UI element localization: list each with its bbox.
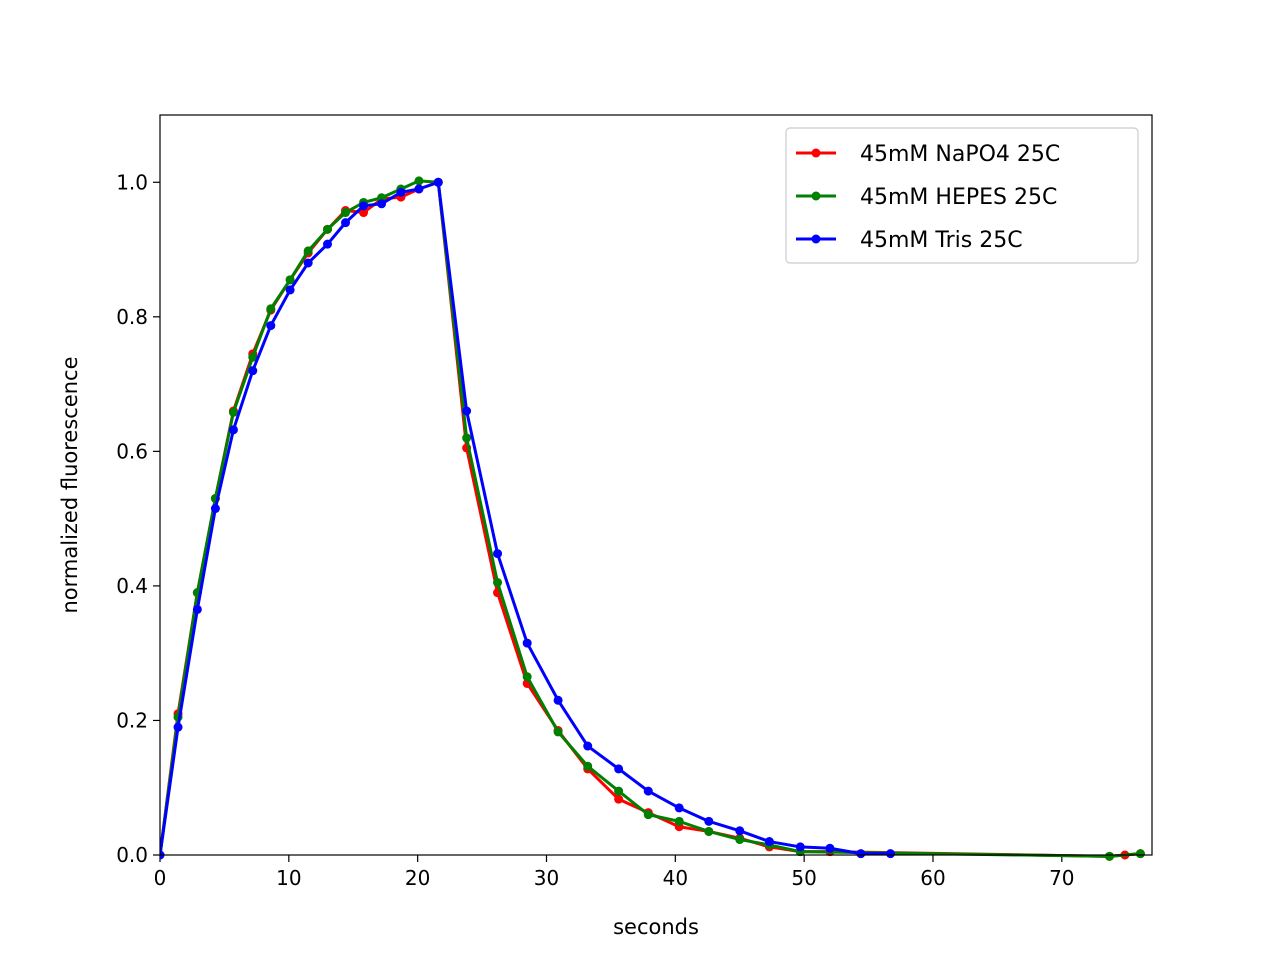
data-point [303,246,313,256]
data-point [462,433,472,443]
data-point [825,843,835,853]
data-point [735,826,745,836]
legend-item: 45mM Tris 25C [796,228,1023,253]
data-point [359,201,369,211]
data-point [764,837,774,847]
data-point [414,176,424,186]
series-3 [160,177,895,860]
y-axis-label: normalized fluorescence [58,356,82,613]
data-point [248,352,258,362]
legend-swatch-marker [811,148,821,158]
data-point [359,208,369,218]
data-point [248,366,258,376]
data-point [885,849,895,859]
y-tick-label: 0.6 [116,439,148,463]
data-point [414,184,424,194]
y-axis: 0.0 0.2 0.4 0.6 0.8 1.0 [116,170,160,867]
data-point [856,849,866,859]
data-point [614,786,624,796]
x-tick-label: 20 [405,866,430,890]
data-point [285,285,295,295]
series-layer [160,176,1145,861]
data-point [674,816,684,826]
data-point [583,761,593,771]
data-point [322,239,332,249]
data-point [614,794,624,804]
data-point [285,275,295,285]
data-point [210,504,220,514]
data-point [377,199,387,209]
data-point [396,187,406,197]
x-tick-label: 70 [1049,866,1074,890]
data-point [795,842,805,852]
x-tick-label: 50 [791,866,816,890]
data-point [614,764,624,774]
data-point [462,406,472,416]
data-point [1135,849,1145,859]
data-point [553,727,563,737]
data-point [173,722,183,732]
data-point [643,786,653,796]
data-point [266,304,276,314]
data-point [1104,851,1114,861]
legend-label: 45mM NaPO4 25C [860,142,1060,167]
y-tick-label: 0.2 [116,708,148,732]
x-tick-label: 60 [920,866,945,890]
legend-label: 45mM HEPES 25C [860,185,1057,210]
data-point [704,826,714,836]
data-point [493,549,503,559]
x-tick-label: 10 [276,866,301,890]
legend-label: 45mM Tris 25C [860,228,1023,253]
x-tick-label: 0 [154,866,167,890]
x-axis-label: seconds [613,915,699,939]
x-tick-label: 30 [534,866,559,890]
data-point [228,407,238,417]
legend-box [785,127,1139,264]
x-tick-label: 40 [663,866,688,890]
x-axis: 0 10 20 30 40 50 60 70 [154,855,1075,890]
data-point [341,218,351,228]
axes-frame [159,114,1153,856]
data-point [583,741,593,751]
data-point [341,208,351,218]
series-line [160,179,1141,858]
data-point [522,672,532,682]
data-point [228,425,238,435]
legend-item: 45mM HEPES 25C [796,185,1057,210]
data-point [735,835,745,845]
y-tick-label: 1.0 [116,170,148,194]
y-tick-label: 0.4 [116,574,148,598]
data-point [433,177,443,187]
y-tick-label: 0.8 [116,305,148,329]
legend: 45mM NaPO4 25C 45mM HEPES 25C 45mM Tris 25… [785,127,1139,264]
legend-item: 45mM NaPO4 25C [796,142,1060,167]
data-point [266,321,276,331]
data-point [303,258,313,268]
data-point [553,695,563,705]
data-point [643,810,653,820]
y-tick-label: 0.0 [116,843,148,867]
legend-swatch-marker [811,234,821,244]
data-point [522,638,532,648]
data-point [322,224,332,234]
data-point [493,578,503,588]
data-point [192,604,202,614]
legend-swatch-marker [811,191,821,201]
data-point [704,816,714,826]
data-point [674,803,684,813]
